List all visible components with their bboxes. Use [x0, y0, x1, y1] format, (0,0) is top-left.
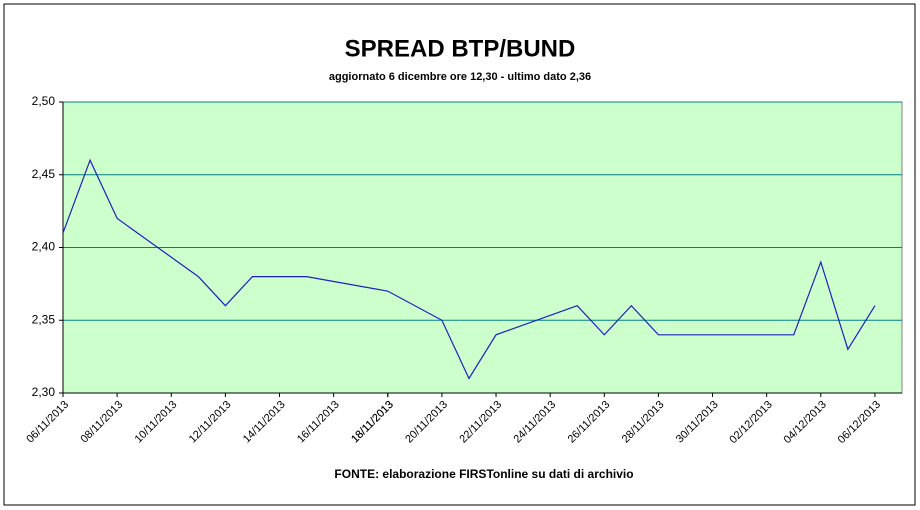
y-tick-label: 2,45 [32, 167, 56, 181]
chart-subtitle: aggiornato 6 dicembre ore 12,30 - ultimo… [329, 71, 591, 83]
source-note: FONTE: elaborazione FIRSTonline su dati … [334, 467, 633, 481]
chart-title: SPREAD BTP/BUND [345, 35, 576, 62]
y-tick-label: 2,35 [32, 312, 56, 326]
y-tick-label: 2,30 [32, 385, 56, 399]
y-tick-label: 2,40 [32, 240, 56, 254]
data-line [62, 158, 876, 380]
y-tick-label: 2,50 [32, 94, 56, 108]
